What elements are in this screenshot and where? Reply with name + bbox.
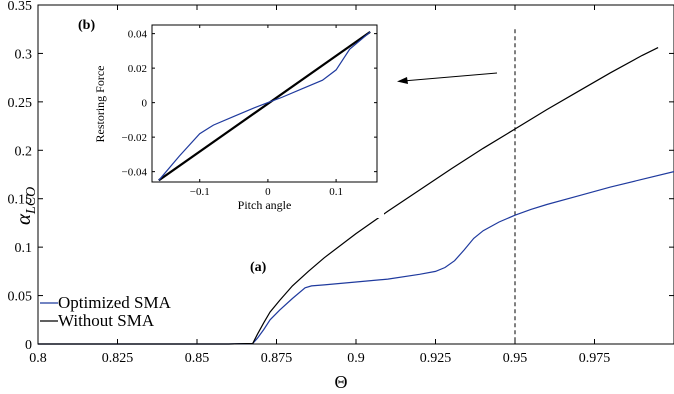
x-tick-label: 0.95 xyxy=(503,351,528,366)
inset-y-axis-label: Restoring Force xyxy=(93,66,107,143)
x-axis-label: Θ xyxy=(335,372,348,392)
x-tick-label: 0.825 xyxy=(102,351,134,366)
y-tick-label: 0.25 xyxy=(8,96,33,111)
inset-background xyxy=(72,10,384,218)
y-tick-label: 0.35 xyxy=(8,0,33,14)
inset-x-tick-label: 0 xyxy=(265,186,271,198)
x-tick-label: 0.975 xyxy=(579,351,611,366)
x-tick-label: 0.85 xyxy=(185,351,210,366)
y-axis-label: αLCO xyxy=(11,187,39,225)
y-tick-label: 0.2 xyxy=(15,144,33,159)
series-line-without-sma xyxy=(38,47,659,345)
inset-frame xyxy=(151,24,378,183)
inset-x-tick-label: 0.1 xyxy=(329,186,343,198)
x-tick-label: 0.8 xyxy=(29,351,47,366)
inset-y-tick-label: 0 xyxy=(142,98,148,110)
x-tick-label: 0.875 xyxy=(261,351,293,366)
inset-optimized-line xyxy=(158,31,371,181)
inset-y-tick-label: 0.04 xyxy=(128,29,148,41)
y-tick-label: 0.15 xyxy=(8,193,33,208)
annotation-arrowhead xyxy=(397,77,408,84)
inset-x-axis-label: Pitch angle xyxy=(238,198,292,212)
y-tick-label: 0.05 xyxy=(8,290,33,305)
panel-label-b: (b) xyxy=(78,18,95,33)
inset-x-tick-label: −0.1 xyxy=(190,186,210,198)
y-tick-label: 0.3 xyxy=(15,47,33,62)
annotation-arrow-line xyxy=(402,72,498,82)
x-tick-label: 0.9 xyxy=(347,351,365,366)
legend-label: Optimized SMA xyxy=(58,293,172,312)
y-tick-label: 0 xyxy=(25,338,32,353)
inset-y-tick-label: −0.02 xyxy=(122,132,147,144)
inset-y-tick-label: −0.04 xyxy=(122,167,148,179)
inset-plot: −0.1 0 0.1 −0.04 −0.02 0 0.02 0.04 Pitch angle Re… xyxy=(72,10,384,218)
annotations xyxy=(397,72,498,84)
main-plot: 0.8 0.825 0.85 0.875 0.9 0.925 0.95 0.975 0 0.05 0… xyxy=(8,0,674,392)
panel-label-a: (a) xyxy=(250,260,267,275)
series-line-optimized-sma xyxy=(38,171,674,345)
inset-linear-line xyxy=(158,30,371,182)
inset-y-tick-label: 0.02 xyxy=(128,63,147,75)
y-tick-label: 0.1 xyxy=(15,241,33,256)
legend-label: Without SMA xyxy=(58,311,155,330)
x-tick-label: 0.925 xyxy=(420,351,452,366)
